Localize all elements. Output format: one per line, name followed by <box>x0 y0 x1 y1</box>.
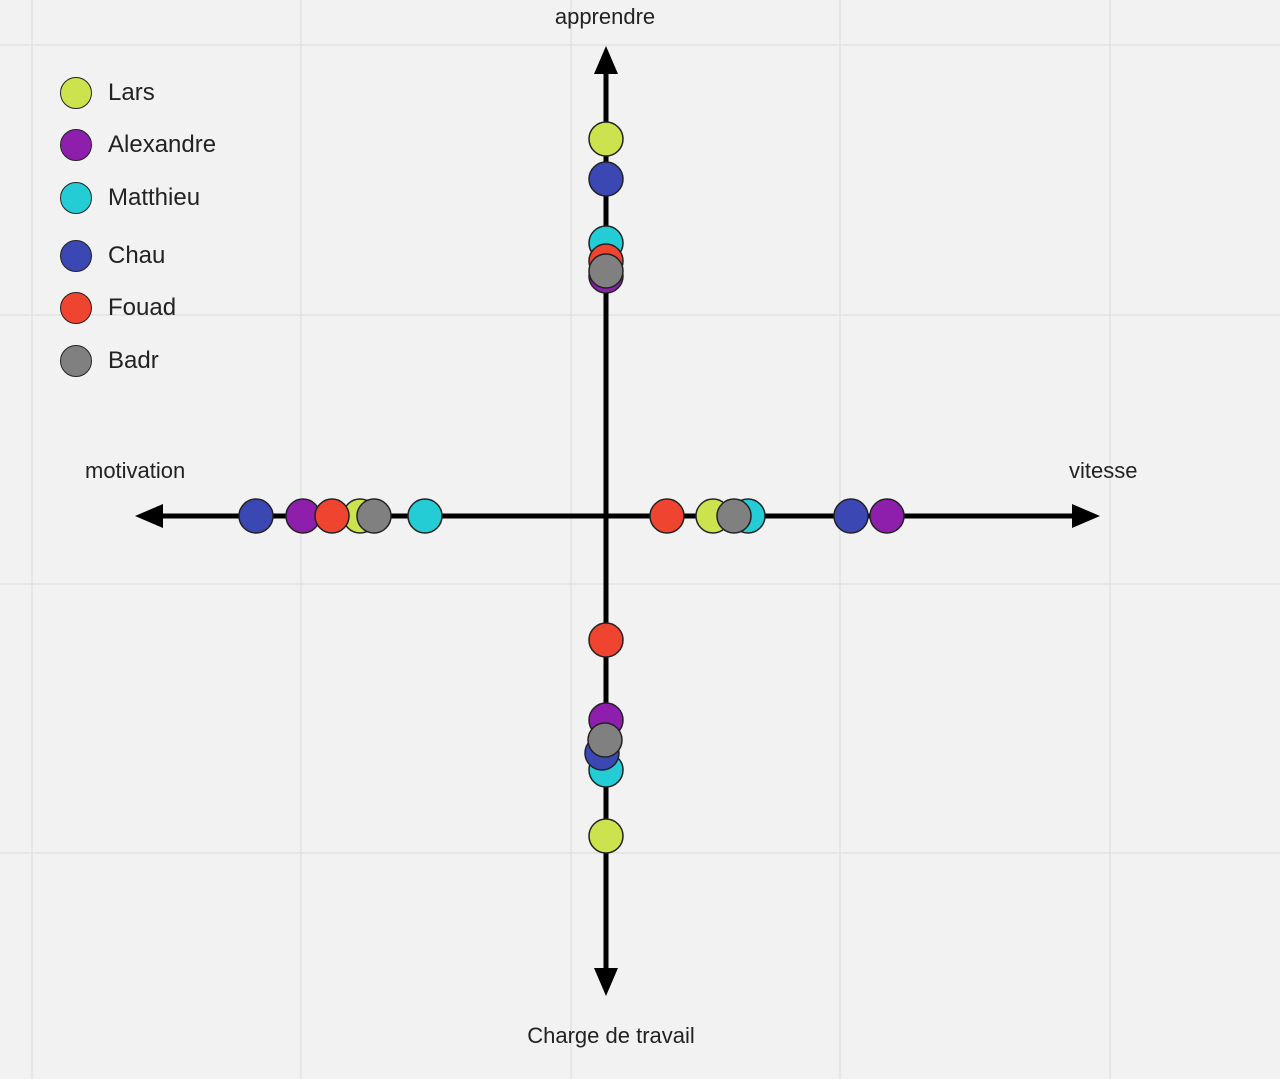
legend-label: Alexandre <box>108 131 217 158</box>
arrow-up-icon <box>594 46 618 74</box>
marker-apprendre-badr[interactable] <box>588 253 624 289</box>
axis-label-top: apprendre <box>554 4 656 29</box>
legend-label: Matthieu <box>108 184 201 211</box>
legend-swatch-badr <box>60 345 92 377</box>
legend-label: Lars <box>108 79 155 106</box>
legend-item-matthieu: Matthieu <box>60 179 200 217</box>
marker-motivation-matthieu[interactable] <box>407 498 443 534</box>
axis-label-bottom: Charge de travail <box>527 1023 695 1048</box>
legend-item-chau: Chau <box>60 237 165 275</box>
legend-swatch-matthieu <box>60 182 92 214</box>
marker-charge-de-travail-lars[interactable] <box>588 818 624 854</box>
legend-item-fouad: Fouad <box>60 289 176 327</box>
markers <box>238 121 905 854</box>
axis-label-right: vitesse <box>1069 458 1138 483</box>
marker-vitesse-alexandre[interactable] <box>869 498 905 534</box>
marker-apprendre-chau[interactable] <box>588 161 624 197</box>
axis-label-left: motivation <box>85 458 186 483</box>
legend-swatch-fouad <box>60 292 92 324</box>
legend-swatch-chau <box>60 240 92 272</box>
legend-swatch-lars <box>60 77 92 109</box>
legend-item-alexandre: Alexandre <box>60 126 216 164</box>
arrow-down-icon <box>594 968 618 996</box>
marker-apprendre-lars[interactable] <box>588 121 624 157</box>
marker-charge-de-travail-badr[interactable] <box>587 722 623 758</box>
marker-vitesse-badr[interactable] <box>716 498 752 534</box>
legend-item-badr: Badr <box>60 342 159 380</box>
legend-label: Chau <box>108 242 166 269</box>
legend-item-lars: Lars <box>60 74 155 112</box>
marker-vitesse-chau[interactable] <box>833 498 869 534</box>
legend-label: Badr <box>108 347 159 374</box>
marker-motivation-fouad[interactable] <box>314 498 350 534</box>
marker-charge-de-travail-fouad[interactable] <box>588 622 624 658</box>
marker-vitesse-fouad[interactable] <box>649 498 685 534</box>
legend-swatch-alexandre <box>60 129 92 161</box>
legend-label: Fouad <box>108 294 177 321</box>
marker-motivation-chau[interactable] <box>238 498 274 534</box>
arrow-right-icon <box>1072 504 1100 528</box>
arrow-left-icon <box>135 504 163 528</box>
marker-motivation-badr[interactable] <box>356 498 392 534</box>
